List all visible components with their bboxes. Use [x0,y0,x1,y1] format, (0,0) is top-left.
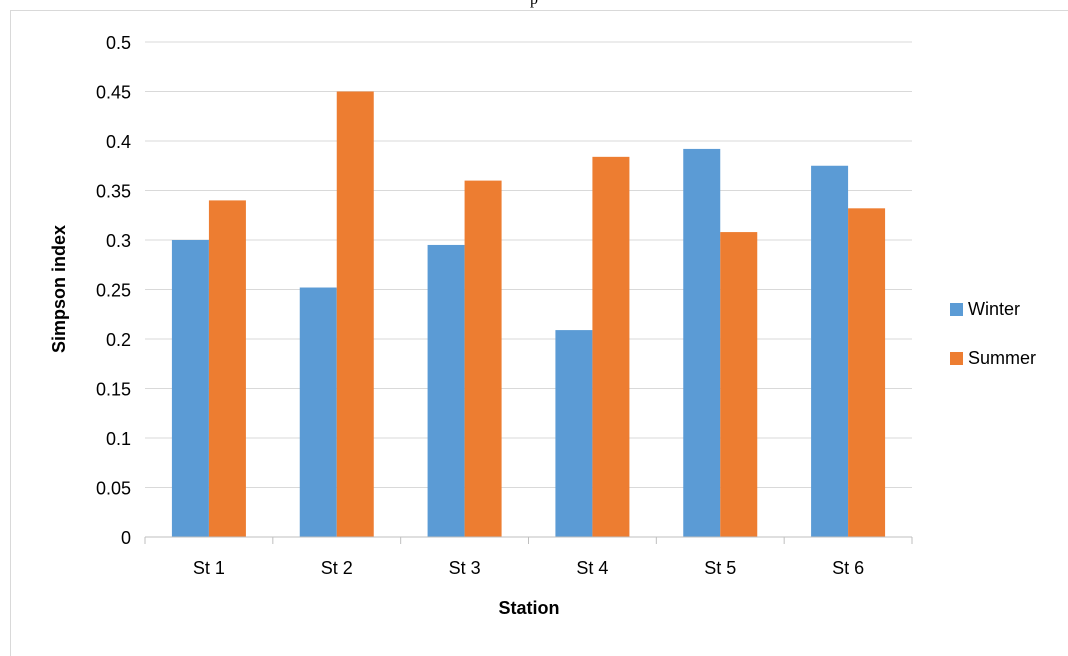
x-tick-label: St 5 [704,558,736,578]
bar-winter-st6 [811,165,849,537]
x-tick-label: St 1 [193,558,225,578]
bar-summer-st4 [592,156,630,537]
y-tick-label: 0 [121,528,131,548]
y-tick-label: 0.05 [96,479,131,499]
bar-winter-st1 [171,240,209,537]
x-tick-labels: St 1 St 2 St 3 St 4 St 5 St 6 [193,558,864,578]
x-axis-label: Station [499,598,560,618]
chart-frame [10,10,1068,656]
bar-winter-st3 [427,244,465,537]
legend-swatch-winter [950,303,963,316]
y-tick-label: 0.35 [96,182,131,202]
bar-summer-st5 [720,232,758,537]
bar-summer-st1 [208,200,246,537]
x-tick-label: St 2 [321,558,353,578]
y-tick-label: 0.45 [96,83,131,103]
y-tick-label: 0.4 [106,132,131,152]
bar-winter-st5 [683,148,721,538]
x-tick-label: St 3 [449,558,481,578]
bar-summer-st2 [336,91,374,537]
legend-label-winter: Winter [968,299,1020,319]
y-axis-label: Simpson index [49,225,69,353]
legend: Winter Summer [950,299,1036,368]
y-tick-labels: 0 0.05 0.1 0.15 0.2 0.25 0.3 0.35 0.4 0.45 0.5 [96,33,131,548]
bar-summer-st3 [464,180,502,537]
y-tick-label: 0.3 [106,231,131,251]
y-tick-label: 0.15 [96,380,131,400]
axes [144,536,913,544]
x-tick-label: St 6 [832,558,864,578]
gridlines [145,41,912,488]
y-tick-label: 0.1 [106,429,131,449]
y-tick-label: 0.25 [96,281,131,301]
y-tick-label: 0.5 [106,33,131,53]
bar-winter-st2 [299,287,337,537]
legend-swatch-summer [950,352,963,365]
legend-label-summer: Summer [968,348,1036,368]
bar-winter-st4 [555,330,593,537]
y-tick-label: 0.2 [106,330,131,350]
x-tick-label: St 4 [576,558,608,578]
bar-summer-st6 [848,208,886,537]
bars [171,91,886,538]
